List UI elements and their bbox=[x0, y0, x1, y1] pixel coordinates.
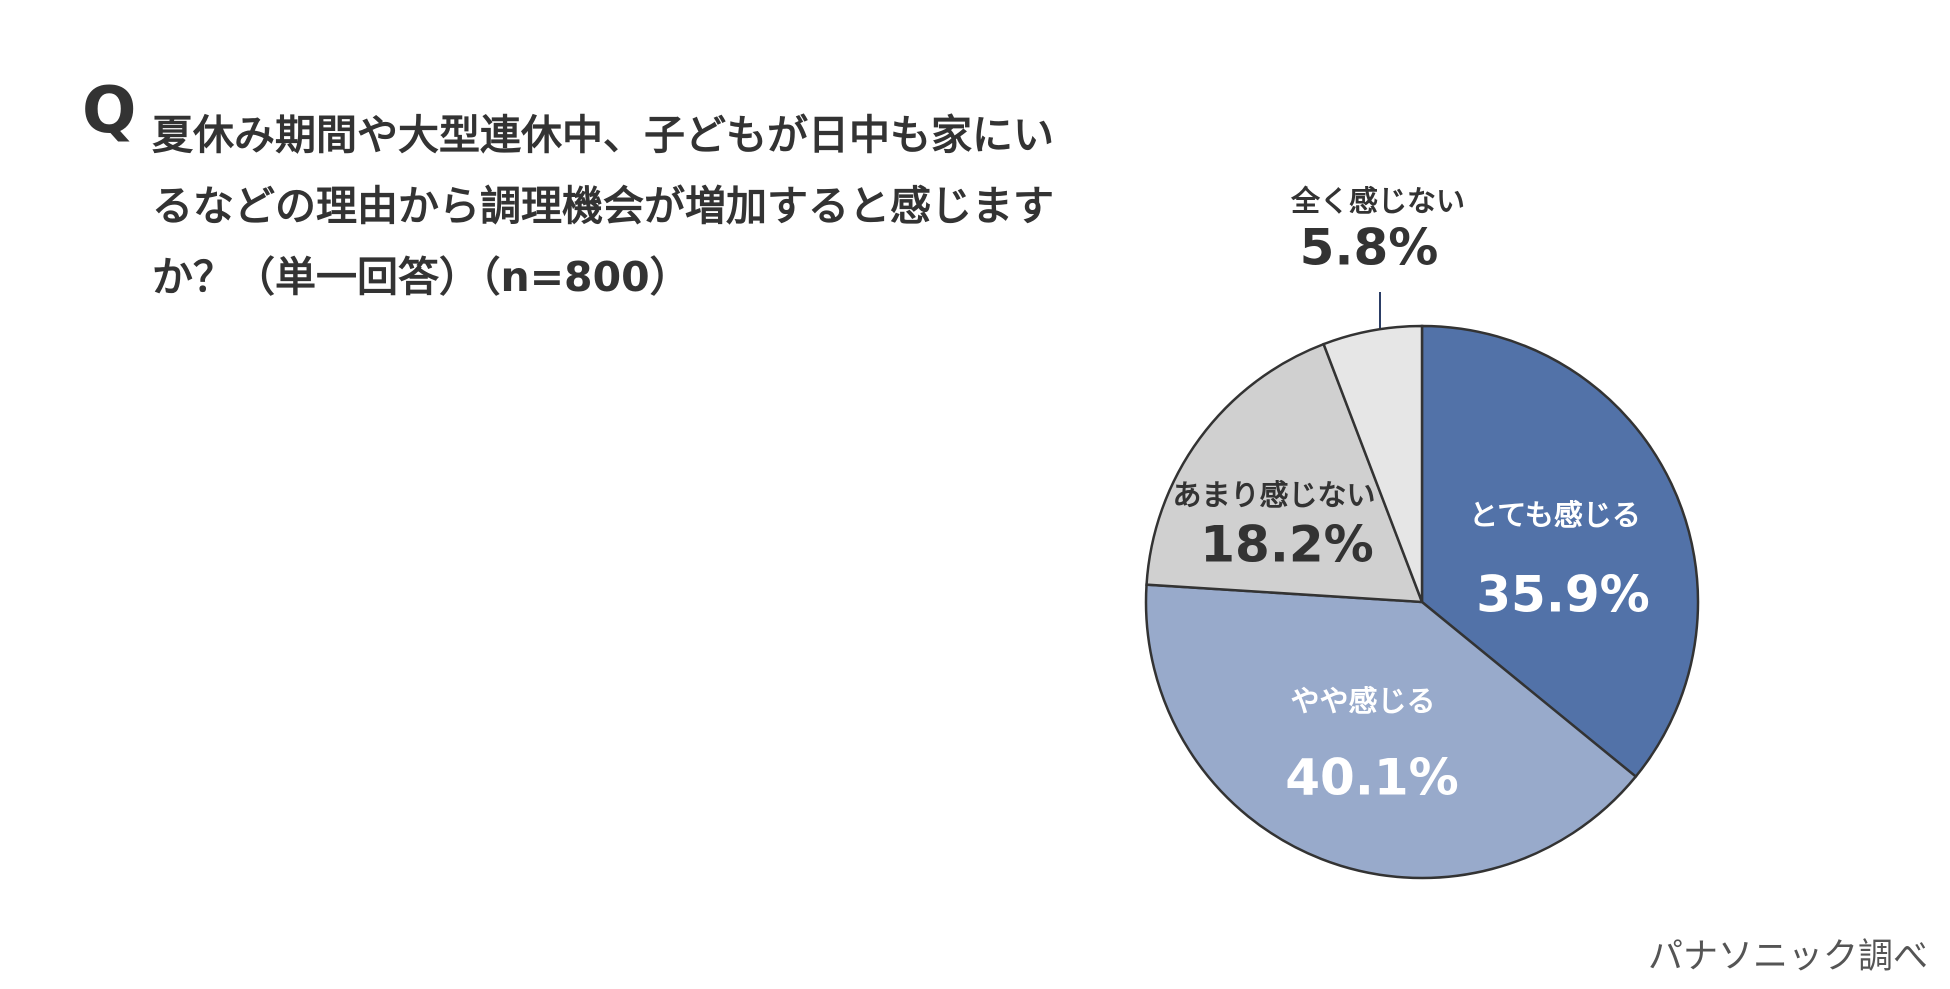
value-label: 18.2% bbox=[1200, 516, 1373, 574]
question-mark: Q bbox=[82, 74, 137, 148]
value-label: 35.9% bbox=[1476, 566, 1649, 624]
pie-slice bbox=[1420, 324, 1700, 779]
pie bbox=[1144, 324, 1700, 880]
pie-slice bbox=[1145, 342, 1424, 604]
chart-title: 夏休み期間や大型連休中、子どもが日中も家にいるなどの理由から調理機会が増加すると… bbox=[152, 111, 1054, 301]
slice-label: あまり感じない bbox=[1172, 478, 1375, 512]
pie-slice bbox=[1322, 324, 1424, 603]
slice-label: 全く感じない bbox=[1290, 184, 1465, 218]
source-note: パナソニック調べ bbox=[1647, 937, 1928, 977]
value-label: 5.8% bbox=[1300, 219, 1439, 277]
slice-label: やや感じる bbox=[1290, 684, 1435, 718]
pie-slice bbox=[1144, 583, 1638, 880]
value-label: 40.1% bbox=[1285, 749, 1458, 807]
slice-label: とても感じる bbox=[1469, 498, 1641, 532]
